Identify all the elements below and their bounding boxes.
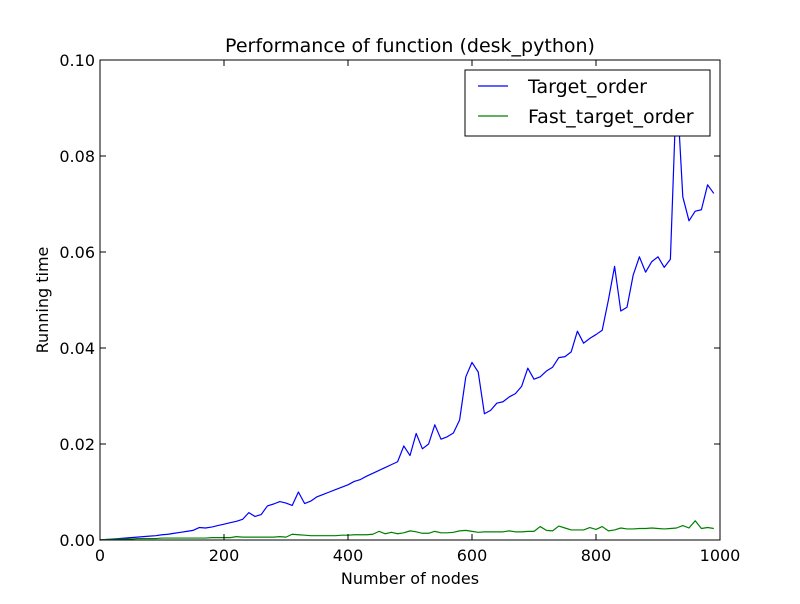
y-tick-label: 0.08 (59, 147, 95, 166)
x-tick-label: 200 (209, 546, 240, 565)
series-line-target-order (99, 83, 715, 541)
x-tick-label: 400 (333, 546, 364, 565)
legend-label-target-order: Target_order (527, 76, 647, 98)
x-tick-label: 600 (457, 546, 488, 565)
x-tick-label: 1000 (700, 546, 741, 565)
x-axis-label: Number of nodes (341, 569, 479, 588)
y-tick-label: 0.00 (59, 531, 95, 550)
y-tick-label: 0.02 (59, 435, 95, 454)
y-tick-label: 0.06 (59, 243, 95, 262)
ticks-layer: 0 200 400 600 800 1000 0.00 0.02 0.04 0.06 0.08 0.1… (59, 51, 740, 565)
y-tick-label: 0.10 (59, 51, 95, 70)
y-axis-label: Running time (33, 247, 52, 354)
x-tick-label: 0 (95, 546, 105, 565)
series-layer (99, 83, 715, 541)
x-tick-label: 800 (581, 546, 612, 565)
y-tick-label: 0.04 (59, 339, 95, 358)
legend-label-fast-target-order: Fast_target_order (528, 106, 694, 128)
legend: Target_order Fast_target_order (464, 69, 711, 137)
series-line-fast-target-order (99, 520, 714, 541)
plot-frame (99, 59, 721, 541)
legend-box (464, 69, 711, 137)
chart-title: Performance of function (desk_python) (225, 35, 595, 57)
